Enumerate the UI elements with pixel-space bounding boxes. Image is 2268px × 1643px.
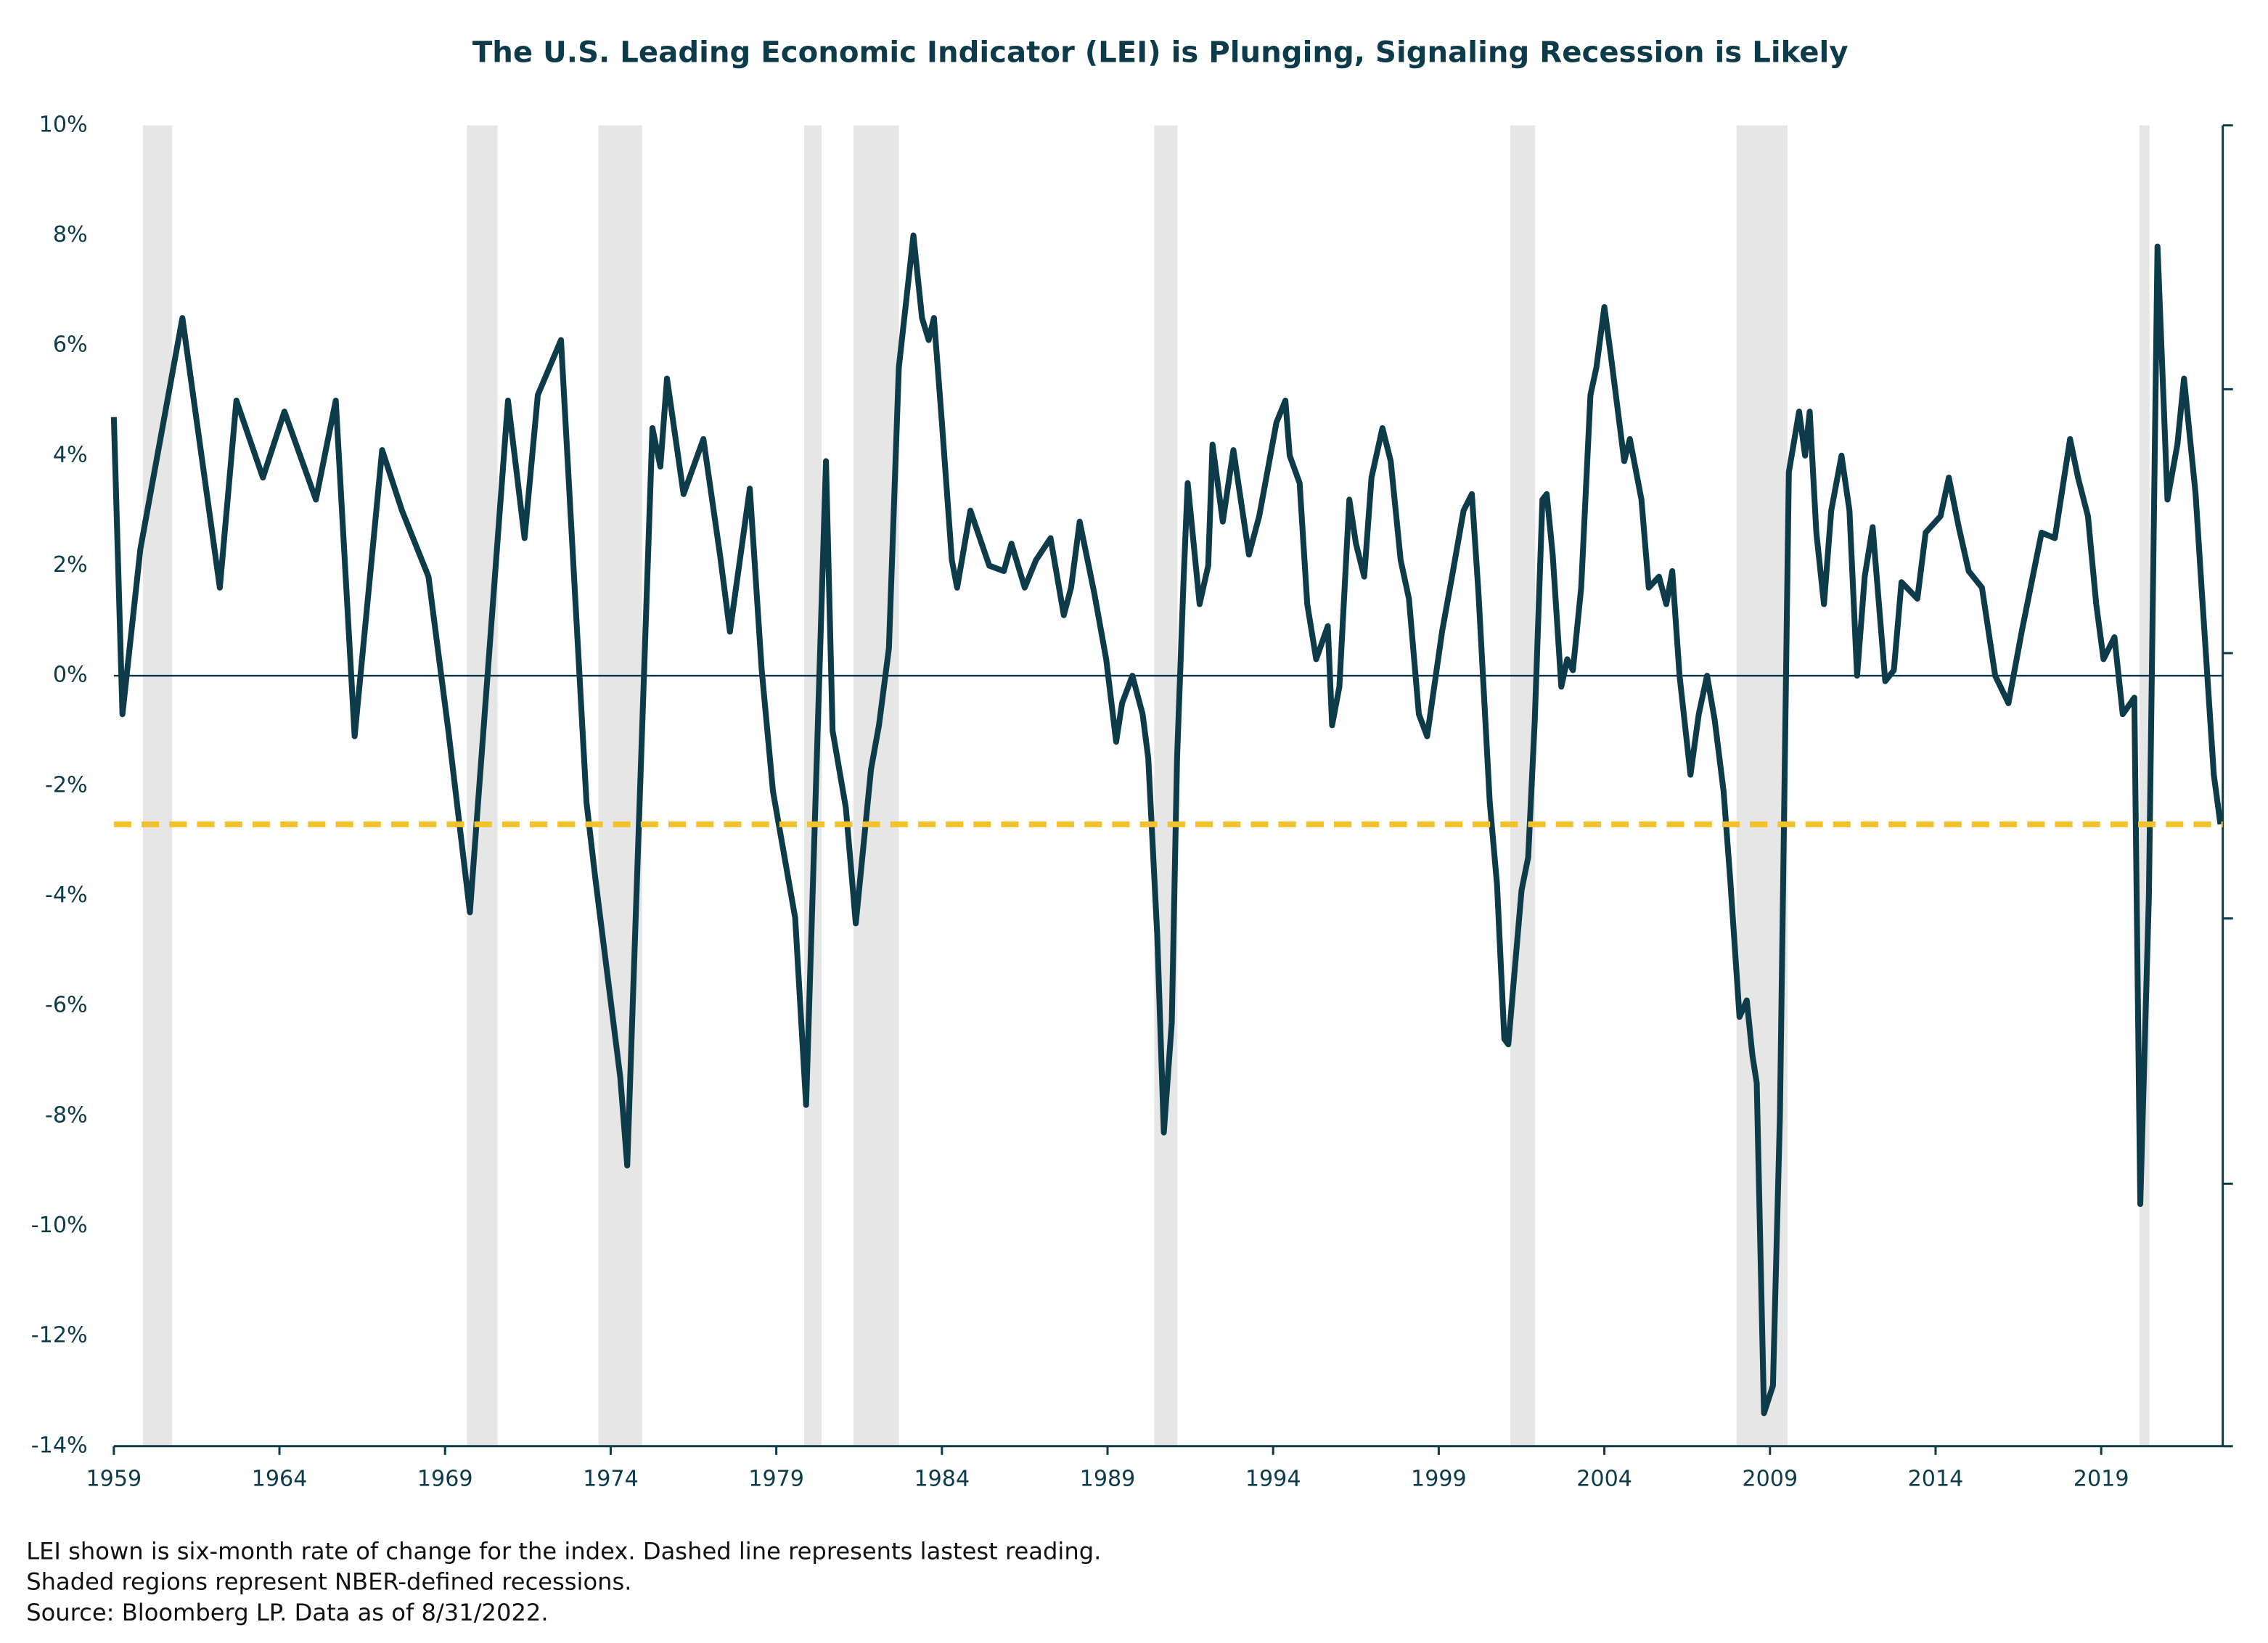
- y-tick-label: -10%: [31, 1213, 88, 1238]
- y-tick-label: -2%: [45, 772, 88, 798]
- footnote: Source: Bloomberg LP. Data as of 8/31/20…: [26, 1599, 548, 1626]
- chart-title: The U.S. Leading Economic Indicator (LEI…: [472, 36, 1849, 69]
- y-tick-label: 6%: [53, 332, 88, 358]
- recession-band: [467, 125, 498, 1446]
- x-tick-label: 1969: [417, 1467, 473, 1492]
- y-tick-label: -12%: [31, 1323, 88, 1348]
- x-tick-label: 1974: [583, 1467, 639, 1492]
- y-tick-label: -14%: [31, 1433, 88, 1458]
- x-tick-label: 2009: [1742, 1467, 1798, 1492]
- y-tick-label: 8%: [53, 222, 88, 247]
- footnote: LEI shown is six-month rate of change fo…: [26, 1537, 1101, 1565]
- x-tick-label: 2019: [2073, 1467, 2129, 1492]
- recession-band: [803, 125, 822, 1446]
- series-line: [110, 232, 2224, 1417]
- y-tick-label: 4%: [53, 442, 88, 467]
- x-tick-label: 1959: [86, 1467, 142, 1492]
- recession-band: [1154, 125, 1178, 1446]
- x-tick-label: 1984: [914, 1467, 970, 1492]
- y-tick-label: -8%: [45, 1102, 88, 1128]
- x-tick-label: 1964: [252, 1467, 308, 1492]
- x-tick-label: 1999: [1411, 1467, 1467, 1492]
- x-tick-label: 2014: [1908, 1467, 1964, 1492]
- y-tick-label: 0%: [53, 663, 88, 688]
- y-tick-label: -6%: [45, 993, 88, 1018]
- y-tick-label: 10%: [39, 112, 88, 137]
- recession-band: [598, 125, 642, 1446]
- y-tick-label: -4%: [45, 882, 88, 908]
- x-tick-label: 2004: [1576, 1467, 1632, 1492]
- x-tick-label: 1979: [748, 1467, 804, 1492]
- recession-band: [143, 125, 173, 1446]
- x-tick-label: 1994: [1245, 1467, 1301, 1492]
- x-tick-label: 1989: [1080, 1467, 1136, 1492]
- footnote: Shaded regions represent NBER-defined re…: [26, 1568, 631, 1596]
- y-tick-label: 2%: [53, 552, 88, 578]
- right-axis-ticks: [2222, 124, 2233, 1448]
- recession-band: [853, 125, 899, 1446]
